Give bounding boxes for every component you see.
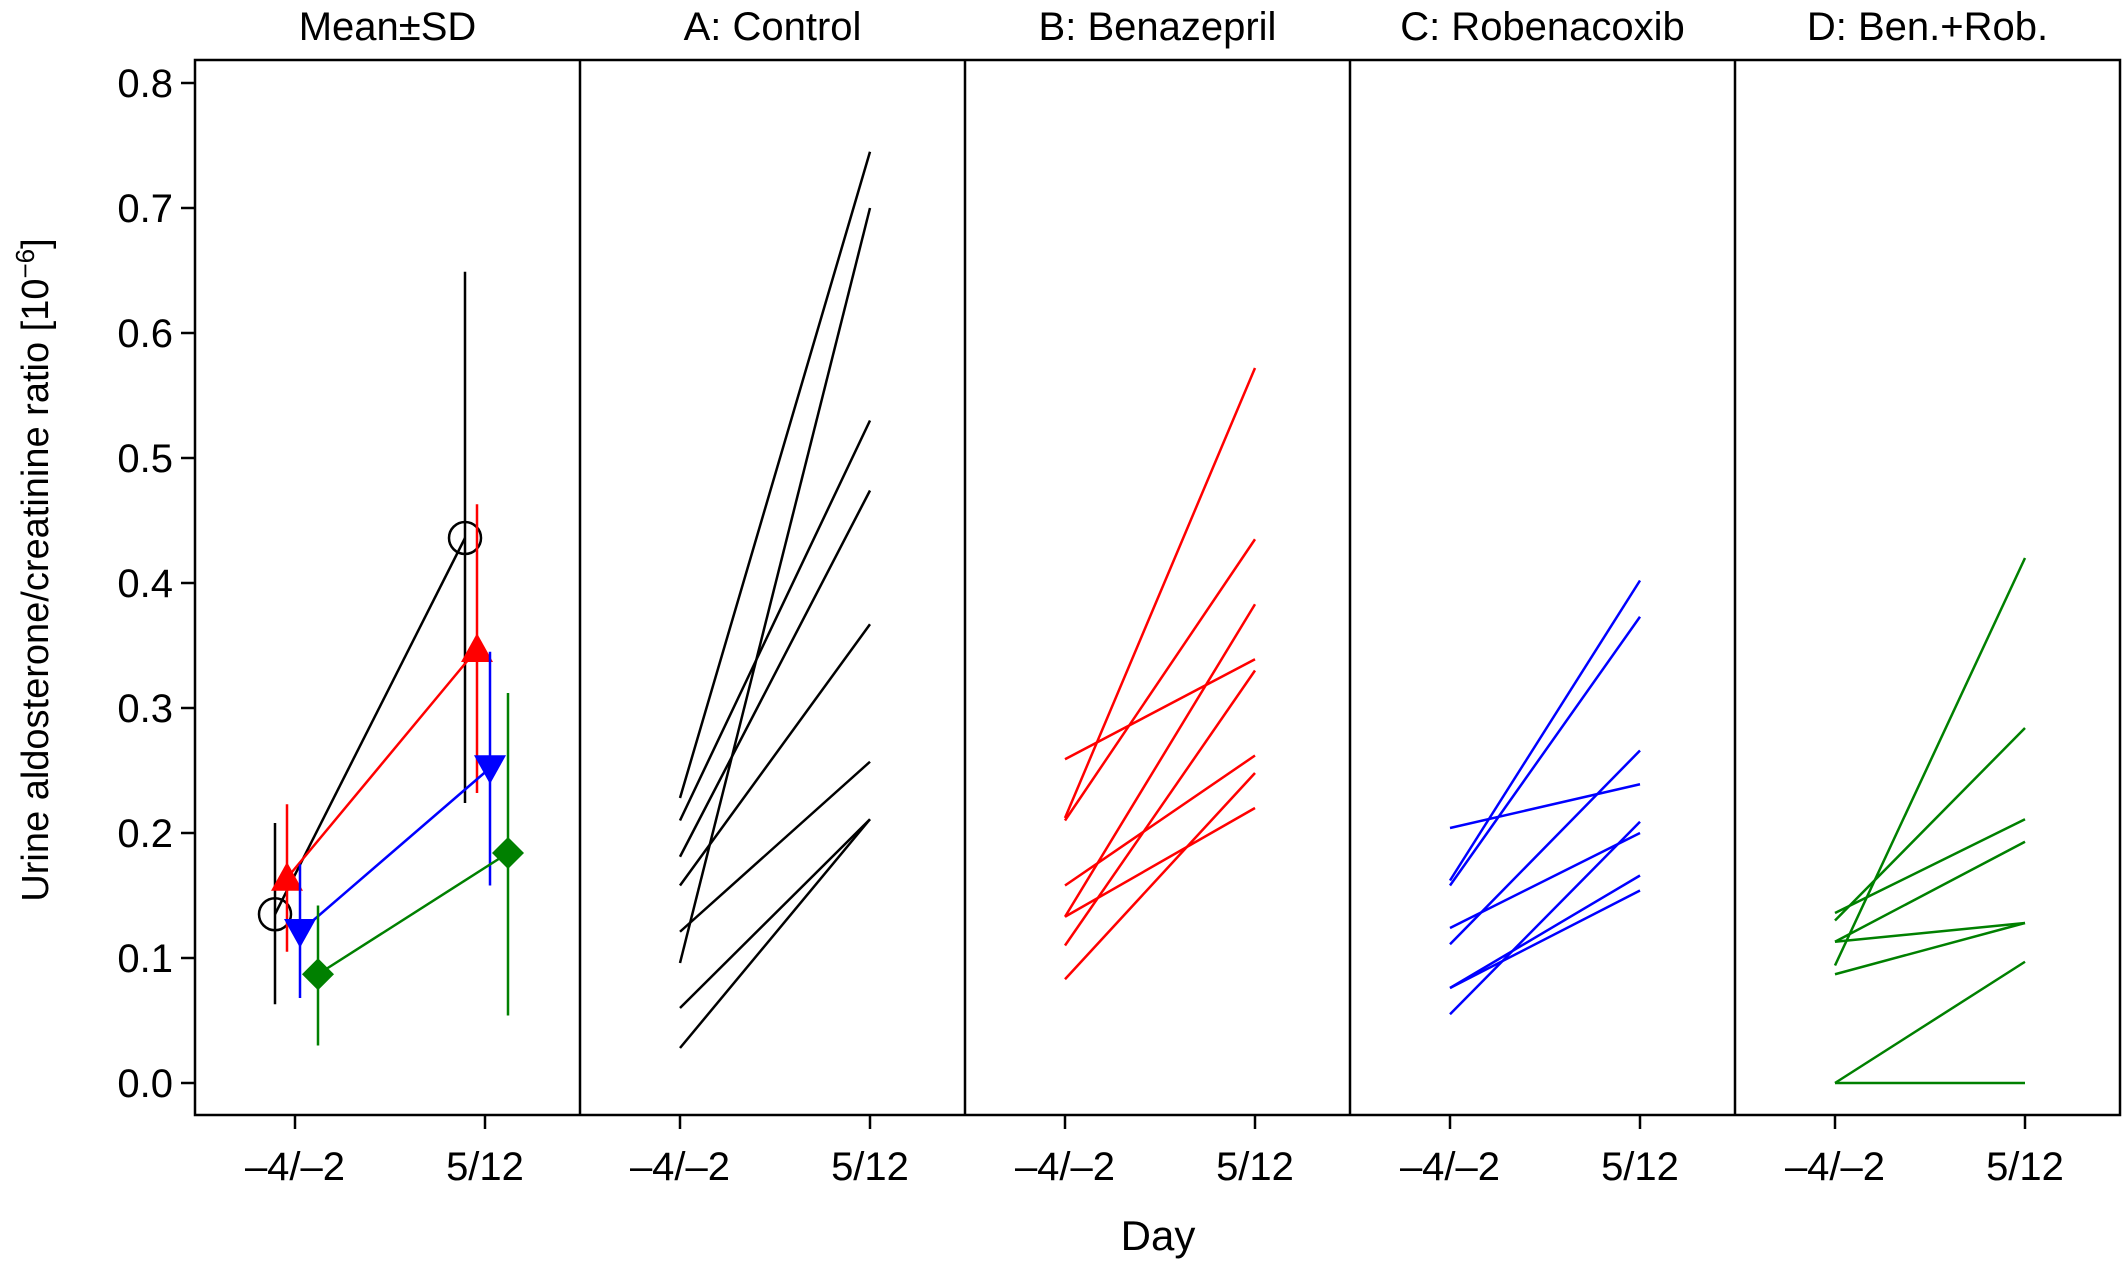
- mean-marker: [302, 958, 334, 991]
- subject-line: [1449, 831, 1641, 930]
- mean-marker: [284, 918, 316, 948]
- subject-line: [1449, 874, 1641, 990]
- subject-line: [1064, 658, 1256, 761]
- subject-line: [678, 207, 872, 964]
- y-tick-label: 0.5: [117, 437, 173, 481]
- mean-line: [317, 851, 509, 976]
- x-tick-label: –4/–2: [1015, 1145, 1115, 1189]
- y-axis-label-main: Urine aldosterone/creatinine ratio [10: [15, 279, 57, 902]
- x-tick-label: –4/–2: [630, 1145, 730, 1189]
- x-tick-label: 5/12: [446, 1145, 524, 1189]
- subject-line: [678, 151, 872, 799]
- mean-marker: [257, 897, 293, 932]
- mean-marker: [492, 837, 524, 869]
- y-tick-label: 0.6: [117, 312, 173, 356]
- mean-line: [299, 767, 491, 933]
- y-tick-label: 0.4: [117, 562, 173, 606]
- plot-frame: [193, 58, 2122, 1117]
- mean-marker: [447, 520, 483, 556]
- mean-marker: [461, 633, 493, 663]
- subject-line: [1834, 921, 2026, 976]
- x-tick-label: –4/–2: [245, 1145, 345, 1189]
- y-tick-label: 0.7: [117, 187, 173, 231]
- subject-line: [1064, 806, 1256, 918]
- mean-line: [273, 537, 467, 915]
- panel-title: A: Control: [684, 5, 862, 49]
- y-tick-label: 0.3: [117, 687, 173, 731]
- y-tick-label: 0.8: [117, 62, 173, 106]
- subject-line: [678, 623, 872, 887]
- y-tick-label: 0.0: [117, 1062, 173, 1106]
- plot-layer: [257, 151, 2027, 1085]
- subject-line: [1449, 889, 1641, 990]
- mean-marker: [474, 755, 506, 784]
- subject-line: [1448, 579, 1642, 882]
- y-tick-label: 0.1: [117, 937, 173, 981]
- subject-line: [1063, 538, 1257, 822]
- subject-line: [1063, 603, 1257, 918]
- panel-title: B: Benazepril: [1039, 5, 1277, 49]
- subject-line: [1834, 960, 2026, 1085]
- subject-line: [1833, 557, 2027, 967]
- subject-line: [1064, 754, 1256, 887]
- axes-layer: 0.0 0.1 0.2 0.3 0.4 0.5 0.6 0.7 0.8 Mean±SD –4/–2 5…: [117, 5, 2122, 1189]
- subject-line: [1449, 820, 1641, 1016]
- subject-line: [678, 419, 872, 822]
- subject-line: [1063, 367, 1257, 819]
- subject-line: [1834, 818, 2026, 915]
- subject-line: [1449, 783, 1641, 830]
- subject-line: [1834, 840, 2026, 943]
- subject-line: [1063, 669, 1257, 947]
- subject-line: [1064, 772, 1256, 981]
- y-axis-label: Urine aldosterone/creatinine ratio [10−6…: [10, 238, 57, 901]
- mean-marker: [271, 862, 303, 891]
- subject-line: [678, 489, 872, 858]
- mean-line: [286, 648, 478, 879]
- panel-title: Mean±SD: [299, 5, 477, 49]
- subject-line: [1448, 616, 1642, 887]
- subject-line: [679, 818, 871, 1009]
- panel-title: C: Robenacoxib: [1400, 5, 1685, 49]
- panel-title: D: Ben.+Rob.: [1807, 5, 2048, 49]
- y-tick-label: 0.2: [117, 812, 173, 856]
- x-tick-label: 5/12: [831, 1145, 909, 1189]
- x-tick-label: –4/–2: [1785, 1145, 1885, 1189]
- x-tick-label: 5/12: [1986, 1145, 2064, 1189]
- subject-line: [1834, 921, 2026, 943]
- y-axis-label-exponent: −6: [10, 249, 40, 279]
- x-tick-label: –4/–2: [1400, 1145, 1500, 1189]
- subject-line: [1834, 727, 2026, 922]
- x-tick-label: 5/12: [1216, 1145, 1294, 1189]
- subject-line: [679, 818, 871, 1049]
- y-axis-label-close: ]: [15, 238, 57, 249]
- subject-line: [679, 760, 871, 933]
- x-tick-label: 5/12: [1601, 1145, 1679, 1189]
- x-axis-label: Day: [1121, 1212, 1196, 1259]
